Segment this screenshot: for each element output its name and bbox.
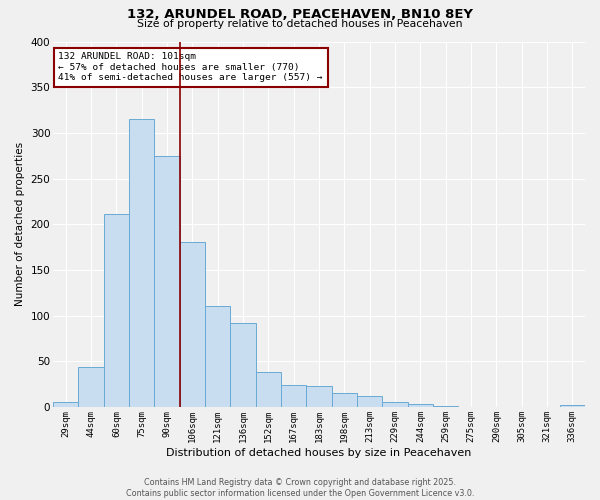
Bar — [357, 396, 382, 407]
Bar — [307, 386, 332, 407]
Bar — [332, 393, 357, 407]
Bar — [205, 306, 230, 407]
Bar — [382, 402, 407, 407]
Bar — [53, 402, 79, 407]
Text: Contains HM Land Registry data © Crown copyright and database right 2025.
Contai: Contains HM Land Registry data © Crown c… — [126, 478, 474, 498]
Bar — [180, 242, 205, 407]
Bar — [560, 405, 585, 407]
Bar — [129, 119, 154, 407]
Text: 132, ARUNDEL ROAD, PEACEHAVEN, BN10 8EY: 132, ARUNDEL ROAD, PEACEHAVEN, BN10 8EY — [127, 8, 473, 20]
Bar — [154, 156, 180, 407]
Text: 132 ARUNDEL ROAD: 101sqm
← 57% of detached houses are smaller (770)
41% of semi-: 132 ARUNDEL ROAD: 101sqm ← 57% of detach… — [58, 52, 323, 82]
Bar — [281, 385, 307, 407]
Text: Size of property relative to detached houses in Peacehaven: Size of property relative to detached ho… — [137, 19, 463, 29]
Bar — [256, 372, 281, 407]
Bar — [230, 323, 256, 407]
X-axis label: Distribution of detached houses by size in Peacehaven: Distribution of detached houses by size … — [166, 448, 472, 458]
Bar — [433, 406, 458, 407]
Bar — [104, 214, 129, 407]
Bar — [79, 366, 104, 407]
Bar — [407, 404, 433, 407]
Y-axis label: Number of detached properties: Number of detached properties — [15, 142, 25, 306]
